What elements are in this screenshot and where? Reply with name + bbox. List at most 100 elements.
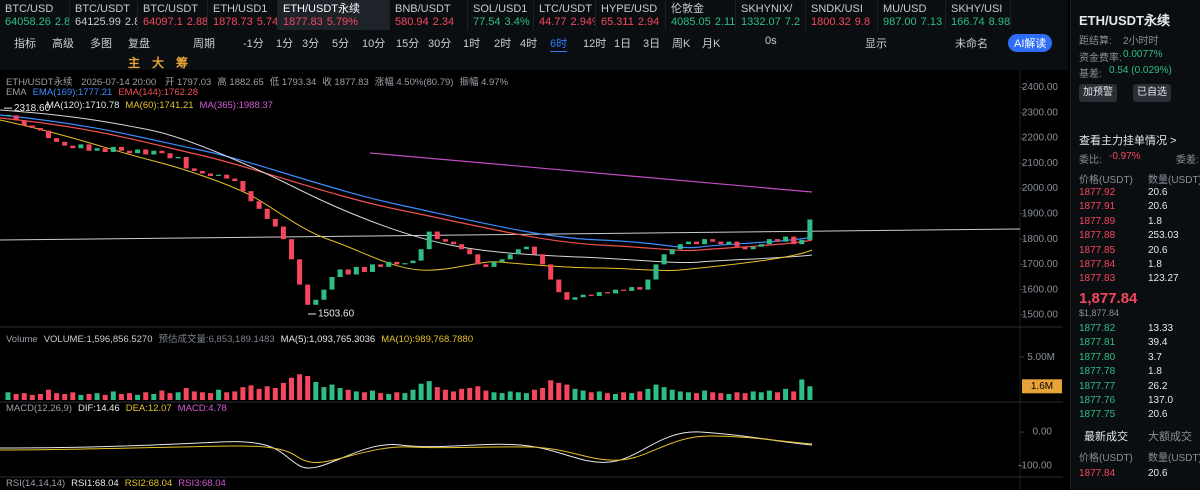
tab[interactable]: 大额成交 (1148, 431, 1192, 443)
order-price: 1877.91 (1079, 201, 1116, 213)
toolbar-item[interactable]: 1时 (463, 38, 481, 50)
toolbar-item[interactable]: 1日 (614, 38, 632, 50)
button[interactable]: 加预警 (1079, 84, 1117, 102)
candle (475, 254, 481, 265)
ticker[interactable]: SNDK/USI 1800.32 9.8 (806, 0, 878, 30)
volume-bar (402, 393, 408, 400)
volume-bar (604, 393, 610, 400)
candle (272, 218, 278, 227)
toolbar-item[interactable]: 周K (672, 38, 691, 50)
toolbar-item[interactable]: 月K (702, 38, 721, 50)
volume-bar (329, 384, 335, 400)
volume-bar (118, 394, 124, 400)
ticker[interactable]: SOL/USD1 77.54 3.4% (468, 0, 534, 30)
order-row: 1877.80 3.7 (1079, 351, 1200, 365)
ticker[interactable]: ETH/USDT永续 1877.83 5.79% (278, 0, 390, 30)
ticker[interactable]: MU/USD 987.00 7.13 (878, 0, 946, 30)
volume-bar (491, 392, 497, 400)
order-price: 1877.81 (1079, 337, 1116, 349)
orders-link[interactable]: 查看主力挂单情况 > (1079, 135, 1177, 147)
ticker-quote: 1332.07 7.2 (741, 16, 805, 29)
order-qty: 253.03 (1148, 230, 1179, 242)
symbol: ETH/USDT永续 (6, 77, 73, 88)
toolbar-item[interactable]: 显示 (865, 38, 887, 50)
toolbar-item[interactable]: 3分 (302, 38, 320, 50)
volume-bar (523, 393, 529, 400)
candle (321, 289, 327, 300)
ticker[interactable]: HYPE/USD 65.311 2.94 (596, 0, 666, 30)
toolbar-item[interactable]: 未命名 (955, 38, 988, 50)
candle (418, 249, 424, 261)
indicator-value: RSI2:68.04 (124, 478, 173, 489)
toolbar-item[interactable]: 复盘 (128, 38, 150, 50)
toolbar-item[interactable]: 10分 (362, 38, 386, 50)
toolbar-icon[interactable]: 筹 (176, 56, 189, 70)
indicator-value: EMA(169):1777.21 (32, 87, 113, 98)
last-price-usd: $1,877.84 (1079, 308, 1120, 318)
candle (653, 264, 659, 280)
volume-bar (540, 388, 546, 400)
ticker[interactable]: SKHYNIX/1332.07 7.2 (736, 0, 806, 30)
toolbar-icon[interactable]: 大 (152, 56, 165, 70)
tab[interactable]: 最新成交 (1084, 431, 1128, 443)
indicator-value: DEA:12.07 (125, 403, 172, 414)
order-price: 1877.85 (1079, 244, 1116, 256)
ticker-price: 1332.07 (741, 16, 781, 28)
basis-value: 0.54 (0.029%) (1109, 65, 1172, 76)
toolbar-item[interactable]: 4时 (520, 38, 538, 50)
ticker-name: BTC/USDT (143, 3, 198, 15)
ticker-name: SNDK/USI (811, 3, 863, 15)
order-qty: 1.8 (1148, 215, 1162, 227)
candle (216, 174, 222, 176)
toolbar-item[interactable]: 1分 (276, 38, 294, 50)
toolbar-item[interactable]: 指标 (14, 38, 36, 50)
toolbar-item[interactable]: 0s (765, 35, 777, 47)
ticker[interactable]: ETH/USD1 1878.73 5.74 (208, 0, 278, 30)
ticker[interactable]: BTC/USDT 64097.1 2.88 (138, 0, 208, 30)
toolbar-item[interactable]: 30分 (428, 38, 452, 50)
candle (799, 239, 805, 245)
ticker-change: 2.94% (570, 16, 595, 28)
candle (29, 125, 35, 128)
toolbar-item[interactable]: 6时 (550, 35, 568, 53)
button[interactable]: 已自选 (1133, 84, 1171, 102)
toolbar-item[interactable]: 15分 (396, 38, 420, 50)
toolbar-item[interactable]: 3日 (643, 38, 661, 50)
ticker[interactable]: BTC/USD 64058.26 2.8 (0, 0, 70, 30)
volume-bar (183, 388, 189, 400)
macd-label: MACD(12,26,9) (6, 403, 72, 414)
ticker-change: 3.4% (504, 16, 530, 28)
toolbar-item[interactable]: 周期 (193, 38, 215, 50)
candle (337, 269, 343, 278)
toolbar-item[interactable]: AI解读 (1008, 34, 1053, 52)
volume-bar (216, 389, 222, 400)
toolbar-item[interactable]: -1分 (243, 38, 264, 50)
candle (199, 170, 205, 174)
toolbar-item[interactable]: 5分 (332, 38, 350, 50)
toolbar-item[interactable]: 多图 (90, 38, 112, 50)
volume-bar (564, 384, 570, 400)
order-qty: 39.4 (1148, 337, 1168, 349)
volume-bar (21, 393, 27, 400)
ticker-change: 2.94 (637, 16, 660, 28)
ticker-price: 64058.26 (5, 16, 51, 28)
volume-bar (410, 389, 416, 400)
ticker-change: 5.74 (256, 16, 278, 28)
ticker[interactable]: BNB/USDT 580.94 2.34 (390, 0, 468, 30)
toolbar-icon[interactable]: 主 (128, 56, 141, 70)
candle (629, 287, 635, 291)
candle (459, 244, 465, 250)
toolbar-item[interactable]: 2时 (494, 38, 512, 50)
volume-bar (629, 393, 635, 400)
y-tick-label: 1700.00 (1022, 259, 1059, 270)
ticker[interactable]: SKHY/USI 166.74 8.98 (946, 0, 1011, 30)
candle (410, 260, 416, 264)
toolbar-item[interactable]: 高级 (52, 38, 74, 50)
trend-line (0, 228, 1021, 241)
candle (750, 246, 756, 250)
candle (758, 244, 764, 247)
toolbar-item[interactable]: 12时 (583, 38, 607, 50)
